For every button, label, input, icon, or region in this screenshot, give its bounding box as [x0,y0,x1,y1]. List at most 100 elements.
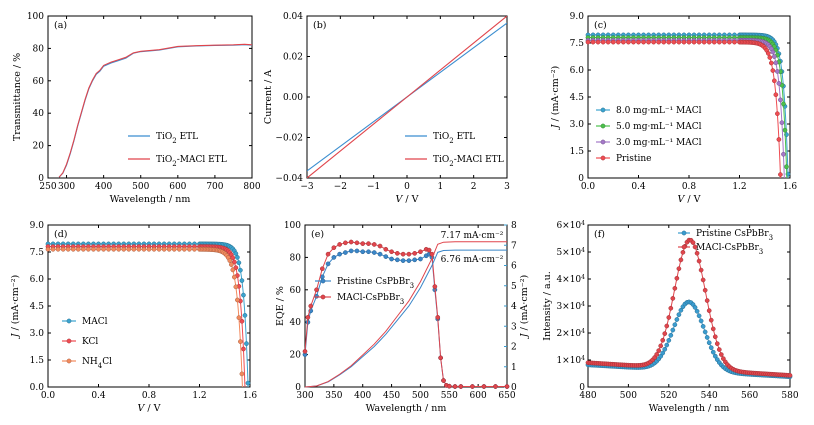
pl-marker [708,317,714,323]
pl-marker [702,329,708,335]
x-tick-label: 0.8 [142,391,157,401]
pl-marker [708,345,714,351]
jv-marker [233,284,239,290]
pl-marker [676,312,682,317]
legend-marker [681,230,687,236]
pl-marker [718,352,724,357]
jv-marker [166,246,172,252]
pl-marker [716,347,722,352]
jv-marker [656,39,662,45]
pl-marker [704,335,710,340]
x-tick-label: 0.4 [91,391,106,401]
plot-frame [47,15,253,179]
eqe-marker [426,247,432,253]
x-tick-label: 450 [383,391,400,401]
y-tick-label: 3.0 [570,120,585,130]
x-axis-label: V / V [678,194,701,205]
jv-marker [227,258,233,263]
jv-marker [775,111,780,117]
y-axis-label: Current / A [263,70,274,124]
x-axis-label: V / V [138,403,161,414]
series-group [58,43,252,178]
jv-marker [781,101,786,107]
jv-marker [776,81,782,86]
jv-marker [773,60,779,66]
jv-marker [770,68,776,73]
eqe-marker [418,249,423,255]
legend-marker [66,338,72,344]
jv-marker [96,246,101,252]
eqe-marker [325,251,331,257]
jv-marker [171,246,177,252]
x-tick-label: 600 [470,391,487,401]
pl-marker [670,296,676,301]
jv-marker [241,346,246,352]
y-axis-label: Intensity / a.u. [542,271,553,341]
y2-tick-label: 3 [511,322,517,332]
eqe-marker [438,355,443,361]
jv-marker [182,246,187,252]
y-tick-label: 0 [295,383,301,393]
y-tick-label: 100 [284,221,301,231]
x-tick-label: 300 [296,391,313,401]
jv-marker [231,274,237,280]
pl-marker [712,353,718,359]
eqe-marker [504,384,510,389]
y-tick-label: 0.0 [30,383,45,393]
eqe-marker [314,287,319,293]
y-tick-label: 0 [579,383,585,393]
eqe-marker [360,249,366,255]
y-tick-label: 40 [33,109,45,119]
series-line [58,43,252,178]
y-tick-label: 3.0 [30,329,45,339]
jv-marker [230,255,236,261]
eqe-marker [394,257,400,263]
jv-curve [48,248,243,388]
x-tick-label: 500 [132,182,149,192]
jv-marker [239,371,245,377]
jv-marker [111,246,117,252]
eqe-line [304,250,507,388]
pl-marker [702,287,708,293]
legend-marker [320,294,326,300]
eqe-marker [441,378,446,383]
y-tick-exponent: 4 [581,328,585,335]
y-axis-label: J / (mA·cm⁻²) [550,66,561,131]
x-axis-label: Wavelength / nm [649,403,730,414]
x-tick-label: 650 [498,391,515,401]
jv-marker [244,341,249,346]
legend-label: TiO2 ETL [433,132,475,145]
pl-marker [662,331,668,336]
annotation-maCl-current: 7.17 mA·cm⁻² [441,231,504,241]
y-tick-label: 20 [290,351,302,361]
legend-label: Pristine [616,154,651,164]
x-tick-label: 480 [579,391,596,401]
pl-marker [710,326,716,332]
eqe-marker [389,249,394,255]
y-tick-label: 60 [290,286,302,296]
x-tick-label: 2 [471,182,477,192]
x-tick-label: 3 [504,182,510,192]
legend-marker [600,123,606,129]
jv-marker [151,246,157,252]
y-tick-label: 6.0 [30,275,45,285]
pl-marker [694,308,700,314]
jv-marker [605,39,611,45]
y-tick-exponent: 4 [581,355,585,362]
eqe-marker [343,240,348,246]
y-axis-label: J / (mA·cm⁻²) [10,275,21,340]
jv-marker [86,246,91,252]
panel-b: −3 −2 −1 0 1 2 3 −0.04 −0.02 0.00 0.02 0.04 (b) V / V… [263,12,510,205]
y-tick-label: 80 [290,253,302,263]
jv-marker [75,246,81,252]
y-tick-label: 3×104 [556,301,585,313]
jv-marker [238,339,243,344]
eqe-marker [348,239,354,245]
jv-marker [585,39,591,45]
jv-marker [666,39,672,45]
jv-marker [778,97,783,103]
jv-marker [136,246,142,252]
eqe-marker [302,349,308,354]
x-tick-label: −2 [334,182,347,192]
jv-marker [91,246,96,252]
